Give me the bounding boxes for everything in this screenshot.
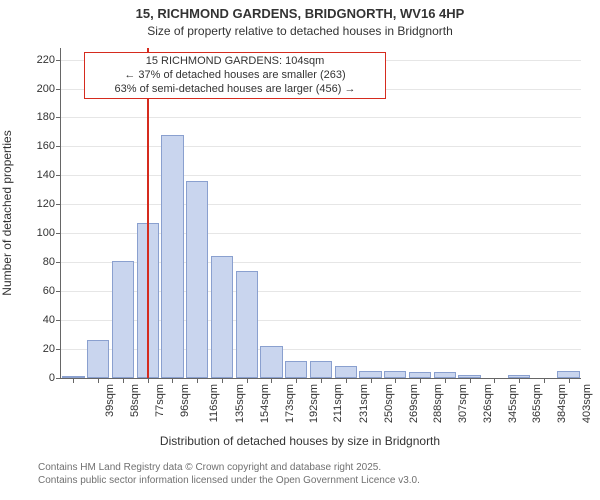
xtick-label: 288sqm [432, 384, 444, 423]
ytick-label: 20 [43, 343, 61, 355]
xtick-label: 154sqm [259, 384, 271, 423]
ytick-label: 100 [37, 227, 61, 239]
histogram-bar [335, 366, 357, 378]
histogram-bar [359, 371, 381, 378]
xtick-mark [172, 378, 173, 383]
xtick-label: 250sqm [383, 384, 395, 423]
histogram-bar [260, 346, 282, 378]
xtick-label: 307sqm [457, 384, 469, 423]
xtick-mark [519, 378, 520, 383]
x-axis-label: Distribution of detached houses by size … [0, 434, 600, 448]
ytick-label: 160 [37, 140, 61, 152]
histogram-bar [557, 371, 579, 378]
ytick-label: 120 [37, 198, 61, 210]
xtick-label: 211sqm [332, 384, 344, 422]
xtick-mark [470, 378, 471, 383]
histogram-bar [161, 135, 183, 378]
xtick-label: 173sqm [284, 384, 296, 423]
histogram-bar [310, 361, 332, 378]
histogram-bar [384, 371, 406, 378]
footer-line: Contains public sector information licen… [38, 475, 600, 488]
annotation-box: 15 RICHMOND GARDENS: 104sqm← 37% of deta… [84, 52, 386, 99]
ytick-label: 200 [37, 83, 61, 95]
annotation-line: ← 37% of detached houses are smaller (26… [91, 69, 379, 83]
annotation-line: 15 RICHMOND GARDENS: 104sqm [91, 55, 379, 69]
xtick-label: 192sqm [308, 384, 320, 423]
xtick-mark [247, 378, 248, 383]
xtick-mark [73, 378, 74, 383]
histogram-bar [211, 256, 233, 378]
chart-subtitle: Size of property relative to detached ho… [0, 24, 600, 38]
footer-line: Contains HM Land Registry data © Crown c… [38, 462, 600, 475]
xtick-label: 403sqm [581, 384, 593, 423]
xtick-mark [544, 378, 545, 383]
xtick-label: 231sqm [358, 384, 370, 423]
xtick-label: 345sqm [507, 384, 519, 423]
xtick-mark [321, 378, 322, 383]
ytick-label: 60 [43, 285, 61, 297]
histogram-bar [112, 261, 134, 378]
ytick-label: 80 [43, 256, 61, 268]
attribution-footer: Contains HM Land Registry data © Crown c… [38, 462, 600, 487]
histogram-bar [236, 271, 258, 378]
xtick-label: 135sqm [234, 384, 246, 423]
ytick-label: 0 [49, 372, 61, 384]
ytick-label: 220 [37, 54, 61, 66]
xtick-label: 77sqm [154, 384, 166, 417]
xtick-mark [98, 378, 99, 383]
xtick-mark [148, 378, 149, 383]
xtick-label: 116sqm [209, 384, 221, 422]
xtick-mark [395, 378, 396, 383]
histogram-bar [87, 340, 109, 378]
xtick-mark [494, 378, 495, 383]
xtick-mark [445, 378, 446, 383]
xtick-mark [420, 378, 421, 383]
xtick-mark [123, 378, 124, 383]
ytick-label: 140 [37, 169, 61, 181]
gridline [61, 146, 581, 147]
histogram-bar [285, 361, 307, 378]
xtick-label: 39sqm [104, 384, 116, 417]
xtick-mark [296, 378, 297, 383]
xtick-label: 58sqm [129, 384, 141, 417]
histogram-bar [186, 181, 208, 378]
xtick-label: 365sqm [531, 384, 543, 423]
xtick-label: 96sqm [178, 384, 190, 417]
ytick-label: 40 [43, 314, 61, 326]
xtick-label: 326sqm [482, 384, 494, 423]
xtick-mark [197, 378, 198, 383]
xtick-mark [346, 378, 347, 383]
gridline [61, 117, 581, 118]
xtick-mark [271, 378, 272, 383]
y-axis-label: Number of detached properties [0, 130, 14, 295]
xtick-label: 269sqm [407, 384, 419, 423]
xtick-mark [569, 378, 570, 383]
xtick-mark [222, 378, 223, 383]
xtick-label: 384sqm [556, 384, 568, 423]
gridline [61, 204, 581, 205]
chart-title: 15, RICHMOND GARDENS, BRIDGNORTH, WV16 4… [0, 6, 600, 21]
annotation-line: 63% of semi-detached houses are larger (… [91, 83, 379, 97]
gridline [61, 175, 581, 176]
ytick-label: 180 [37, 111, 61, 123]
xtick-mark [371, 378, 372, 383]
